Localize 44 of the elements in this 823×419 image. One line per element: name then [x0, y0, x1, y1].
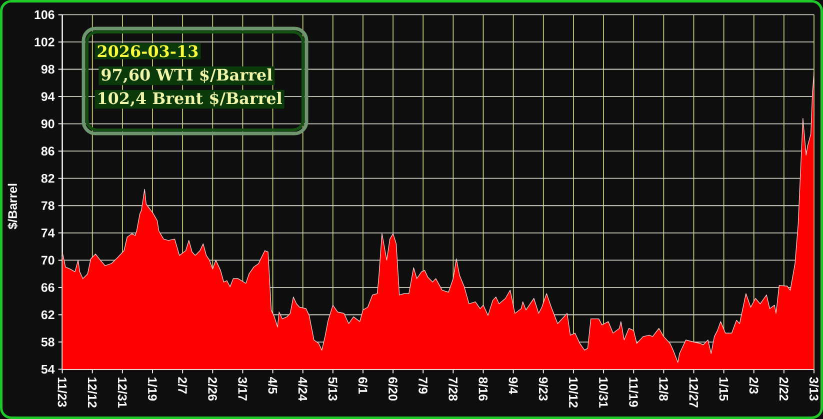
x-tick-label: 9/4 — [508, 377, 518, 394]
y-tick-label: 54 — [41, 364, 55, 374]
x-tick-label: 6/20 — [388, 377, 398, 401]
x-tick-label: 3/17 — [238, 377, 248, 401]
x-tick-label: 2/26 — [208, 377, 218, 401]
y-tick-label: 78 — [41, 201, 54, 210]
annotation: 2026-03-13 — [98, 45, 198, 58]
x-tick-label: 9/23 — [538, 377, 548, 401]
x-tick-label: 1/15 — [719, 378, 728, 401]
x-tick-label: 7/9 — [418, 377, 428, 394]
y-tick-label: 98 — [41, 64, 54, 74]
y-tick-label: 94 — [41, 92, 55, 101]
x-tick-label: 10/31 — [598, 378, 608, 408]
x-tick-label: 11/19 — [628, 378, 638, 407]
x-tick-label: 12/27 — [689, 378, 698, 408]
x-tick-label: 1/19 — [148, 378, 158, 401]
y-tick-label: 62 — [41, 310, 54, 320]
x-tick-label: 10/12 — [568, 378, 578, 408]
x-tick-label: 8/16 — [478, 377, 488, 401]
y-axis-title: $/Barrel — [8, 184, 18, 230]
y-tick-label: 70 — [41, 256, 54, 265]
x-tick-label: 2/3 — [749, 377, 759, 394]
y-tick-label: 102 — [34, 38, 54, 46]
y-tick-label: 82 — [41, 174, 54, 183]
y-tick-label: 58 — [41, 338, 54, 346]
x-tick-label: 2/7 — [178, 377, 188, 394]
x-tick-label: 7/28 — [448, 377, 458, 401]
x-tick-label: 12/31 — [118, 378, 128, 408]
x-tick-label: 11/23 — [58, 378, 67, 407]
x-tick-label: 5/13 — [328, 377, 338, 401]
y-tick-label: 66 — [41, 283, 54, 292]
x-tick-label: 2/22 — [779, 377, 789, 401]
x-tick-label: 4/24 — [298, 377, 308, 401]
x-tick-label: 12/12 — [88, 378, 98, 408]
annotation: 97,60 WTI $/Barrel — [102, 68, 272, 84]
x-tick-label: 12/8 — [659, 378, 668, 401]
y-tick-label: 86 — [41, 146, 54, 156]
x-tick-label: 4/5 — [268, 377, 278, 394]
y-tick-label: 90 — [41, 119, 54, 128]
y-tick-label: 106 — [34, 10, 54, 20]
x-tick-label: 6/1 — [358, 377, 368, 394]
y-tick-label: 74 — [41, 228, 55, 238]
x-tick-label: 3/13 — [809, 377, 819, 401]
annotation: 102,4 Brent $/Barrel — [98, 92, 282, 107]
